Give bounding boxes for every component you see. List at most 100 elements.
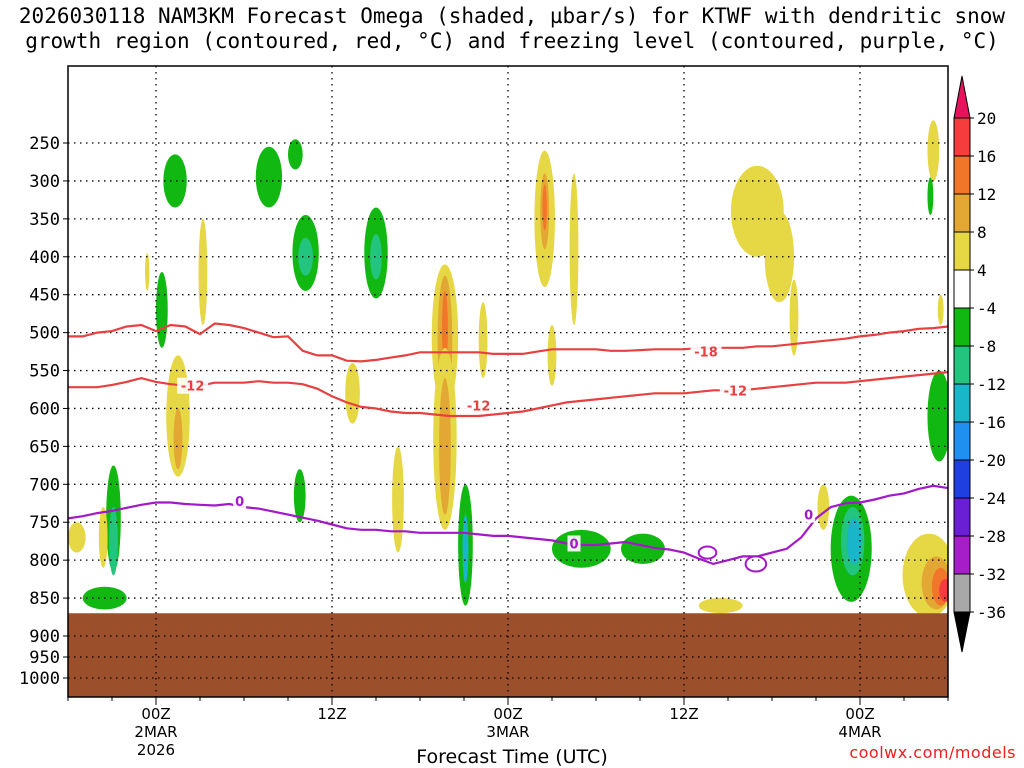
colorbar-box (953, 459, 971, 499)
omega-cell (173, 408, 183, 470)
contour-label: 0 (235, 495, 244, 510)
omega-cell (156, 271, 168, 348)
colorbar-box (953, 383, 971, 423)
title-line-1: 2026030118 NAM3KM Forecast Omega (shaded… (18, 4, 1006, 28)
contour--12C (68, 371, 948, 418)
colorbar-label: 16 (977, 147, 996, 166)
colorbar-label: 4 (977, 261, 987, 280)
omega-cell (478, 302, 488, 379)
colorbar-box (953, 231, 971, 271)
colorbar-box (953, 269, 971, 309)
chart-title: 2026030118 NAM3KM Forecast Omega (shaded… (0, 4, 1024, 54)
omega-cell (345, 362, 360, 424)
omega-cell (439, 378, 451, 515)
omega-cell (298, 237, 313, 276)
omega-cell (255, 146, 283, 208)
colorbar-box (953, 155, 971, 195)
colorbar-label: -16 (977, 413, 1006, 432)
colorbar-label: -28 (977, 527, 1006, 546)
contour-0C (68, 484, 948, 566)
colorbar-box (953, 117, 971, 157)
contour-layer (68, 322, 948, 573)
omega-cell (939, 579, 948, 602)
colorbar-label: -32 (977, 565, 1006, 584)
y-tick-label: 1000 (19, 669, 60, 689)
omega-cell (442, 290, 448, 367)
colorbar-label: -20 (977, 451, 1006, 470)
omega-cell (98, 507, 108, 568)
colorbar-box (953, 345, 971, 385)
colorbar-label: -8 (977, 337, 996, 356)
contour-label: -12 (181, 380, 205, 395)
y-tick-label: 300 (29, 172, 60, 192)
omega-cell (293, 469, 306, 523)
y-tick-label: 250 (29, 134, 60, 154)
y-tick-label: 750 (29, 513, 60, 533)
omega-cell (163, 154, 187, 208)
colorbar-box (953, 421, 971, 461)
contour-label-bg (690, 343, 722, 360)
colorbar-box (953, 193, 971, 233)
colorbar-box (953, 497, 971, 537)
contour-label-bg (233, 492, 247, 509)
x-axis-label: Forecast Time (UTC) (416, 746, 608, 768)
omega-cell (552, 529, 611, 568)
contour-label-bg (567, 535, 581, 552)
x-tick-label: 4MAR (838, 723, 881, 741)
colorbar-box (953, 573, 971, 613)
y-tick-label: 600 (29, 399, 60, 419)
omega-cell (927, 120, 940, 181)
credit-text: coolwx.com/models (849, 743, 1016, 762)
omega-cell (198, 218, 208, 326)
contour-label: -18 (694, 346, 718, 361)
grid-lines (68, 66, 948, 697)
omega-cell (937, 294, 944, 326)
y-tick-label: 400 (29, 248, 60, 268)
colorbar-label: 8 (977, 223, 987, 242)
omega-cell (817, 484, 830, 530)
contour-label-bg (177, 377, 209, 394)
colorbar-label: -4 (977, 299, 996, 318)
contour-label: -12 (724, 384, 748, 399)
omega-cell (569, 173, 579, 326)
omega-cell (288, 139, 303, 170)
contour--18C (68, 322, 948, 363)
y-tick-label: 800 (29, 551, 60, 571)
x-tick-label: 00Z (141, 705, 170, 723)
x-tick-label: 12Z (317, 705, 346, 723)
y-axis: 250 300 350 400 450 500 550 600 650 700 750 800 850 9… (19, 134, 68, 689)
colorbar-bottom-arrow (953, 611, 971, 653)
contour-labels: -18 -12 -12 -12 0 0 0 (177, 343, 816, 552)
contour-label-bg (463, 397, 495, 414)
title-line-2: growth region (contoured, red, °C) and f… (25, 29, 999, 53)
y-tick-label: 500 (29, 324, 60, 344)
colorbar-box (953, 535, 971, 575)
omega-cell (370, 234, 382, 280)
omega-cell (764, 211, 794, 303)
x-tick-label: 2MAR (134, 723, 177, 741)
omega-cell (789, 279, 799, 356)
x-tick-label: 2026 (137, 741, 175, 759)
y-tick-label: 700 (29, 475, 60, 495)
colorbar-label: -36 (977, 603, 1006, 622)
contour-label: -12 (467, 399, 491, 414)
colorbar-label: 20 (977, 109, 996, 128)
omega-cell (109, 507, 118, 576)
y-tick-label: 650 (29, 437, 60, 457)
contour-label-bg (719, 382, 751, 399)
x-tick-label: 3MAR (486, 723, 529, 741)
y-tick-label: 550 (29, 362, 60, 382)
omega-cell (392, 446, 404, 553)
y-tick-label: 950 (29, 648, 60, 668)
colorbar-label: -24 (977, 489, 1006, 508)
closed-contour (744, 555, 768, 573)
contour-label-bg (802, 506, 816, 523)
closed-contour (697, 545, 718, 560)
colorbar-label: -12 (977, 375, 1006, 394)
contour-label: 0 (804, 509, 813, 524)
x-tick-label: 00Z (493, 705, 522, 723)
omega-cell (620, 533, 665, 564)
omega-cell (927, 177, 934, 216)
